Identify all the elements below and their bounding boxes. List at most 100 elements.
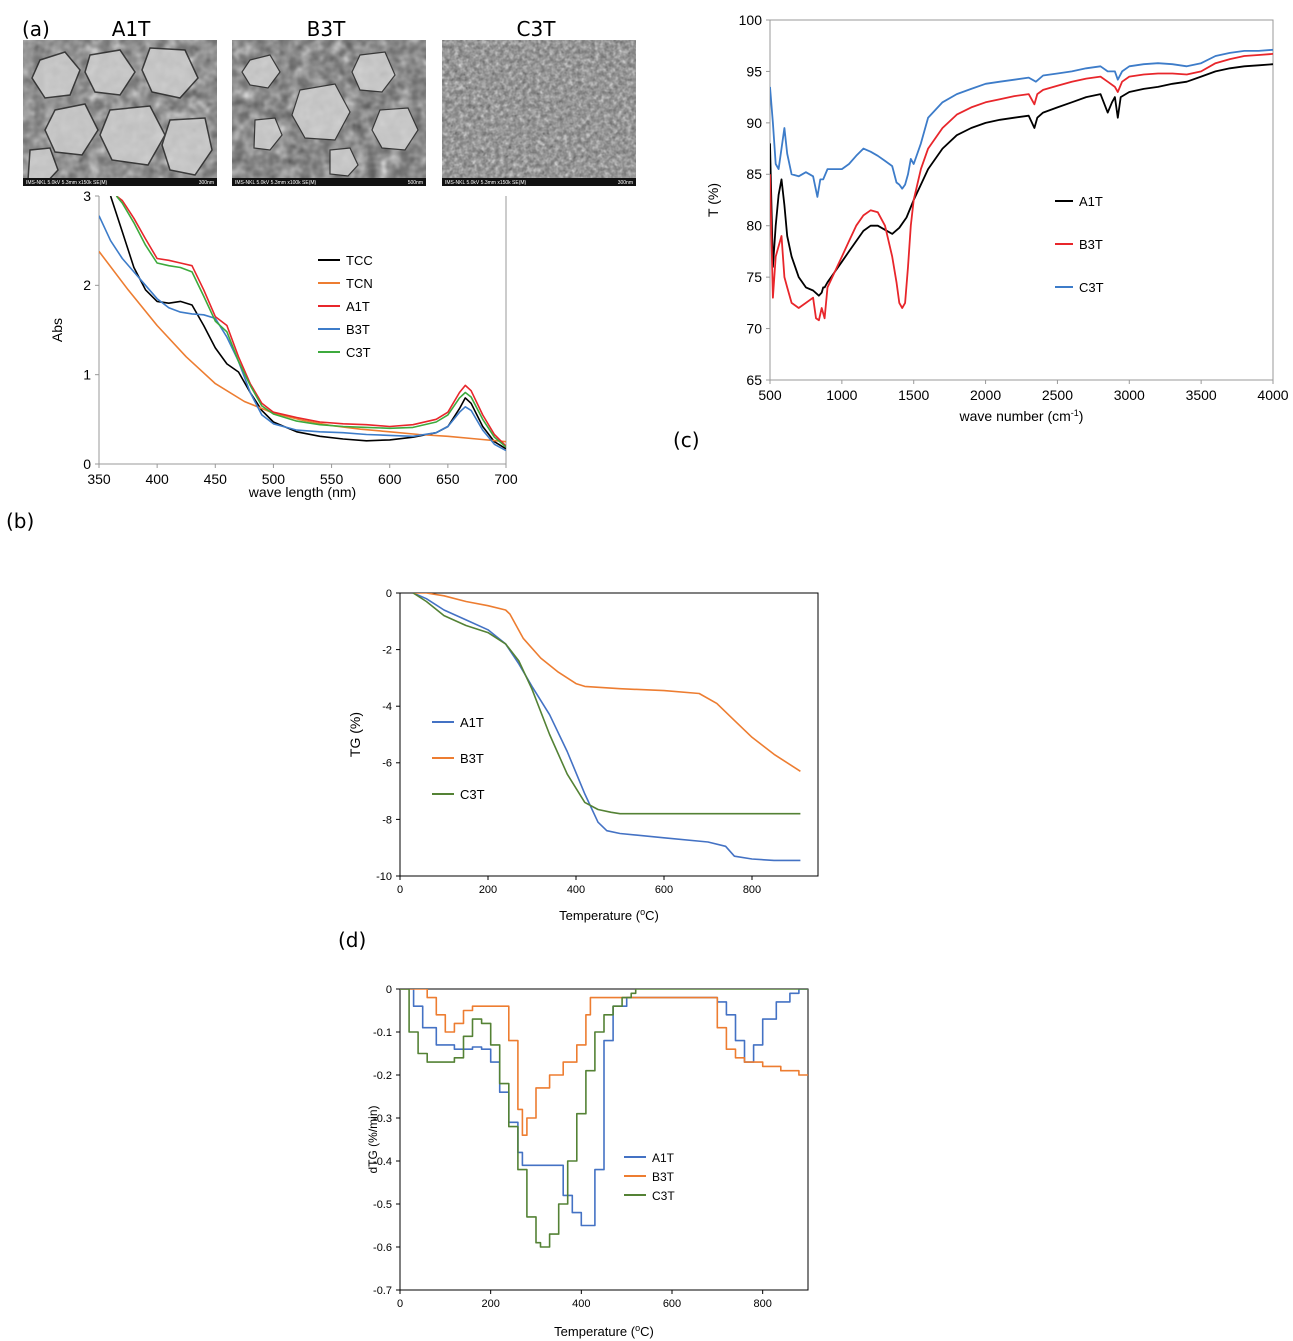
dtg-ytick-label: -0.3 xyxy=(373,1113,392,1125)
sem-scale-c3t: 300nm xyxy=(618,180,633,186)
sem-scale-a1t: 300nm xyxy=(199,180,214,186)
tg-ytick-label: -10 xyxy=(376,871,392,883)
uvvis-xtick-label: 650 xyxy=(436,471,460,487)
sem-image-a1t: A1T IMS-NKL 5.0kV 5.3mm x150k SE(M) 300n… xyxy=(23,17,217,186)
ftir-ytick-label: 90 xyxy=(746,115,762,131)
sem-info-b3t: IMS-NKL 5.0kV 5.3mm x100k SE(M) xyxy=(235,180,317,186)
ftir-series-line-c3t xyxy=(770,48,1273,198)
dtg-series-line-b3t xyxy=(400,989,808,1136)
uvvis-x-axis-label: wave length (nm) xyxy=(248,484,356,500)
dtg-legend-label-c3t: C3T xyxy=(652,1189,675,1203)
sem-title-c3t: C3T xyxy=(517,17,557,41)
ftir-plot-frame xyxy=(769,19,1274,381)
tg-ytick-label: -2 xyxy=(382,644,392,656)
uvvis-xtick-label: 550 xyxy=(320,471,344,487)
dtg-legend-label-a1t: A1T xyxy=(652,1151,675,1165)
dtg-ytick-label: -0.2 xyxy=(373,1070,392,1082)
ftir-series-line-a1t xyxy=(770,63,1273,297)
dtg-ytick-label: -0.5 xyxy=(373,1199,392,1211)
ftir-legend-label-a1t: A1T xyxy=(1079,194,1103,209)
ftir-ytick-label: 75 xyxy=(746,269,762,285)
ftir-ytick-label: 85 xyxy=(746,166,762,182)
dtg-xtick-label: 200 xyxy=(481,1298,499,1310)
panel-letter-d: (d) xyxy=(338,928,366,952)
tg-series-line-c3t xyxy=(412,593,801,815)
tg-xtick-label: 200 xyxy=(479,884,497,896)
tg-ytick-label: -6 xyxy=(382,758,392,770)
ftir-chart: 500 1000 1500 2000 2500 3000 3500 4000 65 70 75 80 8… xyxy=(705,12,1289,424)
uvvis-series-line-b3t xyxy=(99,215,506,452)
ftir-xtick-label: 2000 xyxy=(970,387,1001,403)
tg-chart: 0 200 400 600 800 -10 -8 -6 -4 -2 0 Temperature (oC… xyxy=(347,588,819,923)
uvvis-series-line-tcc xyxy=(109,196,506,450)
tg-plot-frame xyxy=(399,592,819,877)
uvvis-xtick-label: 600 xyxy=(378,471,402,487)
ftir-series-line-b3t xyxy=(770,53,1273,322)
sem-image-c3t: C3T IMS-NKL 5.0kV 5.3mm x150k SE(M) 300n… xyxy=(442,17,636,186)
sem-title-a1t: A1T xyxy=(112,17,151,41)
tg-legend-label-c3t: C3T xyxy=(460,787,485,802)
tg-xtick-label: 400 xyxy=(567,884,585,896)
uvvis-series-line-a1t xyxy=(115,196,506,447)
dtg-y-axis-label: dTG (%/min) xyxy=(366,1105,380,1173)
tg-series-line-a1t xyxy=(412,593,801,862)
panel-letter-b: (b) xyxy=(6,509,34,533)
tg-xtick-label: 600 xyxy=(655,884,673,896)
uvvis-ytick-label: 2 xyxy=(83,277,91,293)
tg-ytick-label: 0 xyxy=(386,588,392,600)
tg-series-line-b3t xyxy=(413,593,801,772)
ftir-xtick-label: 500 xyxy=(758,387,782,403)
ftir-xtick-label: 4000 xyxy=(1257,387,1288,403)
tg-ytick-label: -4 xyxy=(382,701,392,713)
uvvis-ytick-label: 3 xyxy=(83,188,91,204)
ftir-ytick-label: 95 xyxy=(746,63,762,79)
ftir-xtick-label: 1000 xyxy=(826,387,857,403)
uvvis-y-axis-label: Abs xyxy=(49,318,65,342)
uvvis-ytick-label: 0 xyxy=(83,456,91,472)
dtg-xtick-label: 0 xyxy=(397,1298,403,1310)
sem-particles-a1t xyxy=(27,47,213,185)
ftir-xtick-label: 3500 xyxy=(1186,387,1217,403)
uvvis-legend-label-tcc: TCC xyxy=(346,253,373,268)
ftir-xtick-label: 2500 xyxy=(1042,387,1073,403)
sem-particles-b3t xyxy=(241,51,419,177)
uvvis-xtick-label: 400 xyxy=(145,471,169,487)
tg-legend-label-b3t: B3T xyxy=(460,751,484,766)
dtg-plot-frame xyxy=(399,988,809,1291)
ftir-y-axis-label: T (%) xyxy=(705,183,721,217)
sem-info-c3t: IMS-NKL 5.0kV 5.3mm x150k SE(M) xyxy=(445,180,527,186)
uvvis-chart: 350 400 450 500 550 600 650 700 0 1 2 3 wave length … xyxy=(49,188,518,500)
tg-xtick-label: 800 xyxy=(743,884,761,896)
uvvis-legend-label-tcn: TCN xyxy=(346,276,373,291)
panel-letter-a: (a) xyxy=(22,17,50,41)
uvvis-ytick-label: 1 xyxy=(83,367,91,383)
uvvis-series-line-c3t xyxy=(115,196,506,448)
dtg-series-line-c3t xyxy=(400,989,808,1248)
ftir-legend-label-b3t: B3T xyxy=(1079,237,1103,252)
dtg-ytick-label: 0 xyxy=(386,984,392,996)
dtg-xtick-label: 600 xyxy=(663,1298,681,1310)
dtg-xtick-label: 800 xyxy=(753,1298,771,1310)
uvvis-xtick-label: 450 xyxy=(204,471,228,487)
dtg-ytick-label: -0.6 xyxy=(373,1242,392,1254)
sem-info-a1t: IMS-NKL 5.0kV 5.3mm x150k SE(M) xyxy=(26,180,108,186)
uvvis-legend-label-b3t: B3T xyxy=(346,322,370,337)
ftir-ytick-label: 65 xyxy=(746,372,762,388)
dtg-xtick-label: 400 xyxy=(572,1298,590,1310)
tg-x-axis-label: Temperature (oC) xyxy=(559,907,659,923)
ftir-ytick-label: 80 xyxy=(746,218,762,234)
dtg-ytick-label: -0.7 xyxy=(373,1285,392,1297)
uvvis-legend-label-c3t: C3T xyxy=(346,345,371,360)
uvvis-legend-label-a1t: A1T xyxy=(346,299,370,314)
tg-xtick-label: 0 xyxy=(397,884,403,896)
panel-letter-c: (c) xyxy=(673,428,700,452)
dtg-chart: 0 200 400 600 800 -0.7 -0.6 -0.5 -0.4 -0.3 -0.2 -0.… xyxy=(366,984,809,1339)
dtg-ytick-label: -0.4 xyxy=(373,1156,392,1168)
sem-scale-b3t: 500nm xyxy=(408,180,423,186)
ftir-ytick-label: 100 xyxy=(739,12,763,28)
dtg-legend-label-b3t: B3T xyxy=(652,1170,675,1184)
dtg-x-axis-label: Temperature (oC) xyxy=(554,1323,654,1339)
tg-legend-label-a1t: A1T xyxy=(460,715,484,730)
tg-ytick-label: -8 xyxy=(382,814,392,826)
